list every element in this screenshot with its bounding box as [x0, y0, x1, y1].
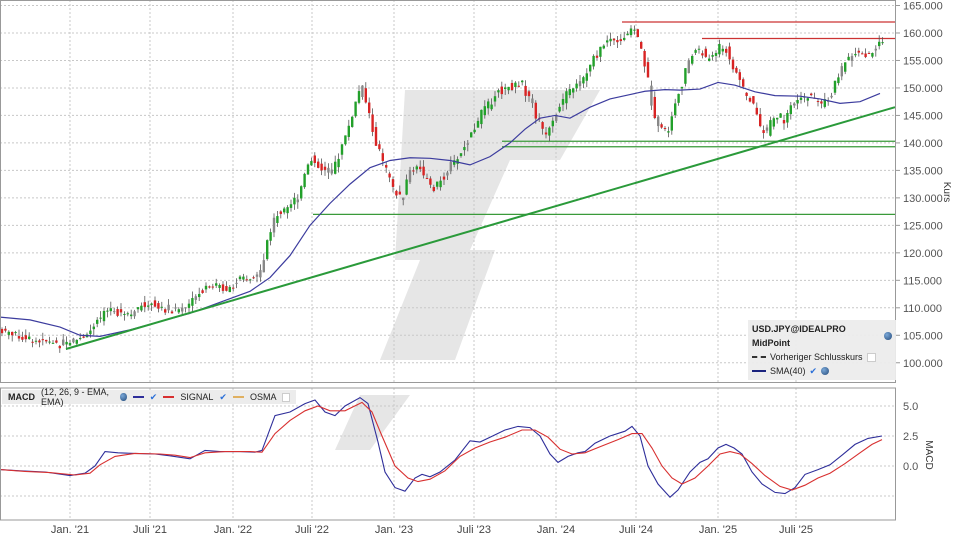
legend-osma: OSMA [249, 392, 277, 402]
signal-line-icon [163, 396, 175, 398]
svg-text:115.000: 115.000 [903, 275, 942, 287]
svg-text:120.000: 120.000 [903, 248, 943, 260]
svg-text:105.000: 105.000 [903, 330, 943, 342]
globe-icon[interactable] [120, 393, 127, 401]
trend-line [65, 106, 896, 350]
svg-text:145.000: 145.000 [903, 110, 943, 122]
globe-icon[interactable] [821, 367, 830, 375]
dashed-line-icon [752, 356, 766, 358]
svg-text:140.000: 140.000 [903, 138, 943, 150]
osma-line-icon [232, 396, 244, 398]
price-candles [0, 25, 884, 353]
svg-text:Juli '21: Juli '21 [133, 524, 167, 536]
svg-text:Juli '25: Juli '25 [779, 524, 813, 536]
macd-params: (12, 26, 9 - EMA, EMA) [41, 387, 110, 407]
checkmark-icon[interactable]: ✔ [219, 391, 227, 402]
svg-text:2.5: 2.5 [903, 431, 918, 443]
svg-text:100.000: 100.000 [903, 358, 943, 370]
svg-text:Kurs: Kurs [941, 182, 952, 203]
legend-item-prev-close: Vorheriger Schlusskurs [770, 352, 863, 362]
checkmark-icon[interactable]: ✔ [149, 391, 158, 402]
macd-title: MACD [8, 392, 35, 402]
price-legend[interactable]: USD.JPY@IDEALPRO MidPoint Vorheriger Sch… [748, 320, 896, 380]
checkmark-icon[interactable]: ✔ [809, 366, 818, 376]
macd-line-icon [132, 396, 144, 398]
legend-title: USD.JPY@IDEALPRO MidPoint [752, 324, 846, 348]
svg-text:Jan. '21: Jan. '21 [51, 524, 89, 536]
svg-text:Jan. '25: Jan. '25 [699, 524, 737, 536]
svg-text:150.000: 150.000 [903, 83, 943, 95]
svg-text:110.000: 110.000 [903, 303, 942, 315]
support-resistance-lines [313, 21, 895, 215]
svg-text:165.000: 165.000 [903, 0, 943, 12]
svg-text:0.0: 0.0 [903, 461, 918, 473]
svg-text:Jan. '22: Jan. '22 [214, 524, 252, 536]
macd-lines [0, 396, 883, 498]
svg-text:Juli '23: Juli '23 [457, 524, 491, 536]
legend-signal: SIGNAL [180, 392, 214, 402]
grid-lines [0, 0, 895, 520]
svg-text:Juli '24: Juli '24 [619, 524, 653, 536]
macd-legend[interactable]: MACD (12, 26, 9 - EMA, EMA) ✔ SIGNAL ✔ OS… [2, 387, 296, 407]
checkbox-icon[interactable] [866, 352, 876, 362]
line-icon [752, 370, 766, 372]
svg-text:Jan. '24: Jan. '24 [537, 524, 575, 536]
svg-text:Jan. '23: Jan. '23 [375, 524, 413, 536]
svg-text:155.000: 155.000 [903, 55, 943, 67]
svg-text:MACD: MACD [923, 440, 934, 469]
svg-text:Juli '22: Juli '22 [295, 524, 329, 536]
svg-text:160.000: 160.000 [903, 28, 943, 40]
checkbox-icon[interactable] [282, 392, 290, 402]
svg-text:130.000: 130.000 [903, 193, 943, 205]
svg-text:5.0: 5.0 [903, 401, 918, 413]
globe-icon[interactable] [884, 332, 892, 340]
svg-text:135.000: 135.000 [903, 165, 943, 177]
svg-text:125.000: 125.000 [903, 220, 943, 232]
legend-item-sma: SMA(40) [770, 366, 806, 376]
